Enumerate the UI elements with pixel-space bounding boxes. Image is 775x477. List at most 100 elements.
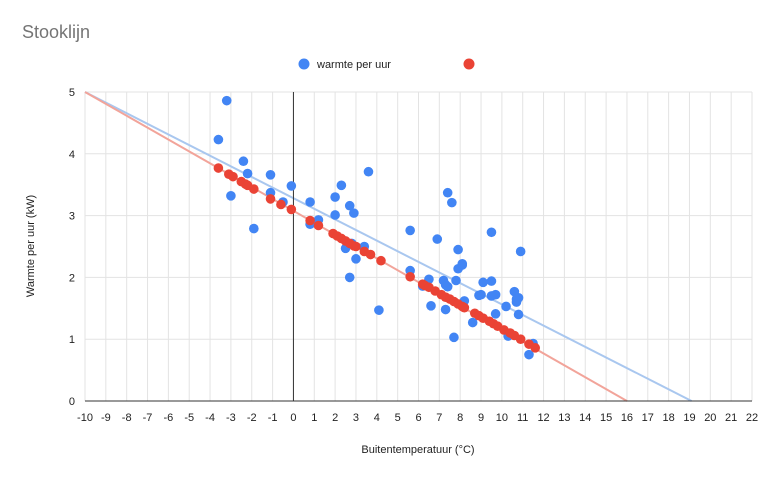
x-tick-label: -8 [122,412,132,424]
point-warmte-per-uur [442,187,453,198]
point-warmte-per-uur [286,181,297,191]
point-second-series [228,171,238,182]
x-tick-label: 2 [332,412,338,424]
point-warmte-per-uur [513,309,524,320]
x-tick-label: 11 [517,412,528,424]
point-second-series [286,204,297,215]
x-tick-label: 15 [600,412,612,424]
x-tick-label: -7 [143,412,153,424]
legend-label-warmte-per-uur: warmte per uur [316,59,391,71]
point-warmte-per-uur [449,332,459,343]
point-second-series [276,199,286,210]
point-warmte-per-uur [474,290,484,301]
point-warmte-per-uur [405,225,415,236]
point-warmte-per-uur [349,208,359,218]
x-tick-label: -9 [101,412,111,424]
x-tick-label: 4 [374,412,380,424]
point-warmte-per-uur [305,197,315,207]
point-warmte-per-uur [501,301,511,312]
point-warmte-per-uur [249,223,259,234]
x-tick-label: 1 [311,412,317,424]
point-warmte-per-uur [351,254,361,264]
point-warmte-per-uur [467,317,478,328]
y-tick-label: 3 [69,211,75,223]
point-warmte-per-uur [426,301,436,311]
point-warmte-per-uur [265,170,276,180]
x-tick-label: -5 [184,412,194,424]
x-tick-label: 7 [436,412,442,424]
point-warmte-per-uur [490,309,501,319]
point-warmte-per-uur [486,227,497,238]
gridlines [84,91,753,402]
x-tick-label: -2 [247,412,257,424]
point-warmte-per-uur [344,272,355,283]
axes [85,92,752,402]
point-warmte-per-uur [451,275,461,286]
y-tick-label: 5 [69,87,75,99]
x-tick-label: 20 [704,412,716,424]
x-tick-label: -6 [163,412,173,424]
point-warmte-per-uur [330,210,340,220]
x-tick-label: 19 [683,412,695,424]
point-warmte-per-uur [221,95,232,106]
point-warmte-per-uur [478,277,488,288]
x-tick-label: 5 [395,412,401,424]
x-tick-label: 9 [478,412,484,424]
point-second-series [213,163,224,173]
trendline [84,91,693,402]
point-warmte-per-uur [344,200,355,211]
point-warmte-per-uur [440,304,451,315]
point-warmte-per-uur [363,166,374,177]
legend: warmte per uur [298,58,475,71]
x-tick-label: 8 [457,412,463,424]
point-second-series [305,215,315,226]
point-second-series [515,334,526,345]
x-tick-label: 12 [537,412,549,424]
x-tick-label: 22 [746,412,758,424]
x-tick-label: 10 [496,412,508,424]
point-warmte-per-uur [238,156,249,167]
x-tick-label: 3 [353,412,359,424]
x-tick-label: -3 [226,412,236,424]
x-tick-label: 16 [621,412,633,424]
x-tick-label: 14 [579,412,591,424]
point-second-series [530,343,541,353]
point-second-series [249,184,259,194]
point-second-series [459,302,470,313]
point-warmte-per-uur [226,191,236,201]
point-warmte-per-uur [213,134,224,145]
y-tick-label: 0 [69,396,75,408]
point-warmte-per-uur [447,197,457,208]
x-tick-label: 17 [642,412,654,424]
x-tick-label: -4 [205,412,215,424]
point-warmte-per-uur [336,180,347,191]
x-tick-label: 18 [663,412,675,424]
chart-title: Stooklijn [22,22,90,42]
x-tick-label: 0 [290,412,296,424]
point-warmte-per-uur [453,244,463,255]
trendlines [84,91,693,402]
point-warmte-per-uur [432,234,443,244]
x-tick-label: 21 [725,412,737,424]
point-warmte-per-uur [524,349,534,360]
point-second-series [313,220,324,231]
point-second-series [351,241,361,252]
point-second-series [365,249,376,260]
y-tick-label: 1 [69,334,75,346]
point-warmte-per-uur [330,192,340,202]
point-warmte-per-uur [513,292,524,303]
point-warmte-per-uur [374,305,384,315]
point-warmte-per-uur [242,168,253,179]
legend-marker-second-series [463,58,475,70]
x-tick-label: 13 [558,412,570,424]
point-warmte-per-uur [490,289,501,300]
x-axis-title: Buitentemperatuur (°C) [361,444,474,456]
x-tick-label: 6 [415,412,421,424]
y-tick-labels: 0 1 2 3 4 5 [69,87,75,408]
point-second-series [405,271,415,282]
point-warmte-per-uur [486,276,497,286]
y-axis-title: Warmte per uur (kW) [25,195,37,297]
point-second-series [265,194,276,204]
legend-marker-warmte-per-uur [298,58,310,70]
